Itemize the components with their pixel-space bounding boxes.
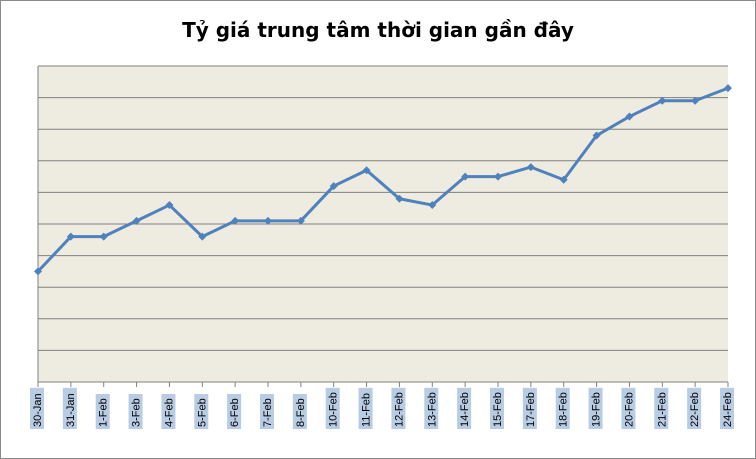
x-tick-label: 15-Feb xyxy=(492,392,504,427)
x-tick-label: 24-Feb xyxy=(722,392,734,427)
data-point xyxy=(329,182,338,191)
x-tick-label-group: 31-Jan xyxy=(62,387,77,429)
data-point xyxy=(132,216,141,225)
x-tick-label-group: 30-Jan xyxy=(30,387,44,429)
x-tick-label-group: 14-Feb xyxy=(457,387,472,429)
x-tick-label-group: 12-Feb xyxy=(391,387,406,429)
x-tick-label: 11-Feb xyxy=(361,393,373,427)
data-point xyxy=(592,131,601,140)
x-tick-label: 10-Feb xyxy=(328,392,340,427)
tick-label-highlight xyxy=(720,387,734,429)
data-point xyxy=(428,201,437,210)
tick-label-highlight xyxy=(555,387,570,429)
data-point xyxy=(296,216,305,225)
x-tick-label: 18-Feb xyxy=(558,392,570,427)
x-tick-label: 13-Feb xyxy=(426,392,438,427)
x-tick-label-group: 7-Feb xyxy=(260,394,274,429)
tick-label-highlight xyxy=(588,387,603,429)
x-tick-label-group: 17-Feb xyxy=(522,387,537,429)
x-tick-label: 8-Feb xyxy=(295,398,307,427)
x-tick-label: 31-Jan xyxy=(65,393,77,427)
x-tick-label: 19-Feb xyxy=(591,392,603,427)
tick-label-highlight xyxy=(424,387,439,429)
x-tick-label: 14-Feb xyxy=(459,392,471,427)
x-tick-label-group: 4-Feb xyxy=(161,394,176,429)
data-point xyxy=(165,201,174,210)
data-point xyxy=(658,96,667,105)
x-tick-label-group: 24-Feb xyxy=(720,387,734,429)
x-tick-label-group: 13-Feb xyxy=(424,387,439,429)
chart-title: Tỷ giá trung tâm thời gian gần đây xyxy=(182,18,574,42)
x-tick-label-group: 21-Feb xyxy=(654,387,669,429)
x-tick-label-group: 8-Feb xyxy=(292,394,307,429)
data-point xyxy=(559,175,568,184)
data-point xyxy=(362,166,371,175)
tick-label-highlight xyxy=(62,387,77,429)
tick-label-highlight xyxy=(292,394,307,429)
data-point xyxy=(99,232,108,241)
data-point xyxy=(494,172,502,181)
data-point xyxy=(264,216,272,225)
data-point xyxy=(198,232,207,241)
x-tick-label-group: 11-Feb xyxy=(358,387,373,429)
x-tick-label-group: 3-Feb xyxy=(128,394,143,429)
x-tick-label: 3-Feb xyxy=(131,398,143,427)
tick-label-highlight xyxy=(128,394,143,429)
data-point xyxy=(724,84,732,93)
x-tick-label: 21-Feb xyxy=(656,392,668,427)
data-point xyxy=(231,216,240,225)
x-tick-label-group: 20-Feb xyxy=(621,387,636,429)
x-tick-label-group: 5-Feb xyxy=(194,394,209,429)
data-point xyxy=(395,194,404,203)
x-tick-label: 4-Feb xyxy=(163,398,175,427)
x-tick-label-group: 6-Feb xyxy=(227,394,242,429)
tick-label-highlight xyxy=(227,394,242,429)
data-point xyxy=(461,172,470,181)
x-tick-label: 6-Feb xyxy=(229,398,241,427)
tick-label-highlight xyxy=(391,387,406,429)
x-tick-label-group: 1-Feb xyxy=(95,394,110,429)
x-tick-label: 1-Feb xyxy=(98,398,110,427)
tick-label-highlight xyxy=(457,387,472,429)
x-tick-label-group: 19-Feb xyxy=(588,387,603,429)
data-point xyxy=(34,267,42,276)
tick-label-highlight xyxy=(161,394,176,429)
x-tick-label: 7-Feb xyxy=(262,398,274,427)
tick-label-highlight xyxy=(30,387,44,429)
x-tick-label-group: 22-Feb xyxy=(687,387,702,429)
data-point xyxy=(526,163,535,172)
x-tick-label: 12-Feb xyxy=(393,392,405,427)
x-tick-label: 5-Feb xyxy=(196,398,208,427)
tick-label-highlight xyxy=(260,394,274,429)
tick-label-highlight xyxy=(194,394,209,429)
tick-label-highlight xyxy=(522,387,537,429)
x-tick-label: 22-Feb xyxy=(689,392,701,427)
series-line xyxy=(36,86,729,273)
tick-label-highlight xyxy=(325,387,340,429)
x-tick-label: 17-Feb xyxy=(525,392,537,427)
data-point xyxy=(66,232,75,241)
x-tick-label: 20-Feb xyxy=(623,392,635,427)
x-tick-label: 30-Jan xyxy=(32,393,44,427)
tick-label-highlight xyxy=(687,387,702,429)
tick-label-highlight xyxy=(654,387,669,429)
data-point xyxy=(691,96,700,105)
x-tick-label-group: 18-Feb xyxy=(555,387,570,429)
x-tick-label-group: 10-Feb xyxy=(325,387,340,429)
tick-label-highlight xyxy=(490,387,504,429)
x-tick-label-group: 15-Feb xyxy=(490,387,504,429)
tick-label-highlight xyxy=(95,394,110,429)
data-point xyxy=(625,112,634,121)
tick-label-highlight xyxy=(621,387,636,429)
tick-label-highlight xyxy=(358,387,373,429)
